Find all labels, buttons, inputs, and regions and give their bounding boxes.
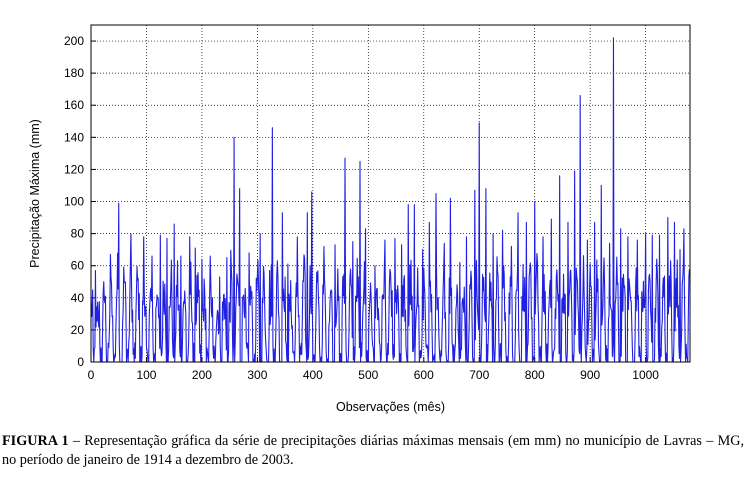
x-tick-label: 900 <box>580 368 600 382</box>
x-tick-label: 500 <box>358 368 378 382</box>
x-tick-label: 300 <box>247 368 267 382</box>
y-tick-label: 40 <box>71 291 85 305</box>
line-chart: 0 100 200 300 400 500 600 700 800 900 1000 0 20 40 60… <box>28 24 691 414</box>
figure-caption: FIGURA 1 – Representação gráfica da séri… <box>2 432 744 470</box>
y-tick-label: 180 <box>64 66 84 80</box>
plot-frame <box>90 24 691 363</box>
x-tick-label: 1000 <box>632 368 659 382</box>
y-tick-label: 0 <box>77 355 84 369</box>
y-tick-labels: 0 20 40 60 80 100 120 140 160 180 200 <box>64 34 84 369</box>
x-tick-label: 600 <box>414 368 434 382</box>
y-tick-label: 200 <box>64 34 84 48</box>
y-tick-label: 160 <box>64 98 84 112</box>
series-layer <box>90 37 690 363</box>
y-tick-label: 100 <box>64 195 84 209</box>
precipitation-series-line <box>90 37 690 363</box>
figure-label: FIGURA 1 <box>2 433 69 449</box>
x-tick-label: 800 <box>525 368 545 382</box>
x-tick-labels: 0 100 200 300 400 500 600 700 800 900 1000 <box>88 368 660 382</box>
figure-caption-text: – Representação gráfica da série de prec… <box>2 433 744 468</box>
y-tick-label: 20 <box>71 323 85 337</box>
x-tick-label: 400 <box>303 368 323 382</box>
y-tick-label: 60 <box>71 259 85 273</box>
y-tick-label: 80 <box>71 227 85 241</box>
y-tick-label: 140 <box>64 130 84 144</box>
x-tick-label: 0 <box>88 368 95 382</box>
x-tick-label: 200 <box>192 368 212 382</box>
y-tick-label: 120 <box>64 162 84 176</box>
x-tick-label: 100 <box>136 368 156 382</box>
x-tick-label: 700 <box>469 368 489 382</box>
y-axis-title: Precipitação Máxima (mm) <box>28 119 42 268</box>
x-axis-title: Observações (mês) <box>336 400 445 414</box>
